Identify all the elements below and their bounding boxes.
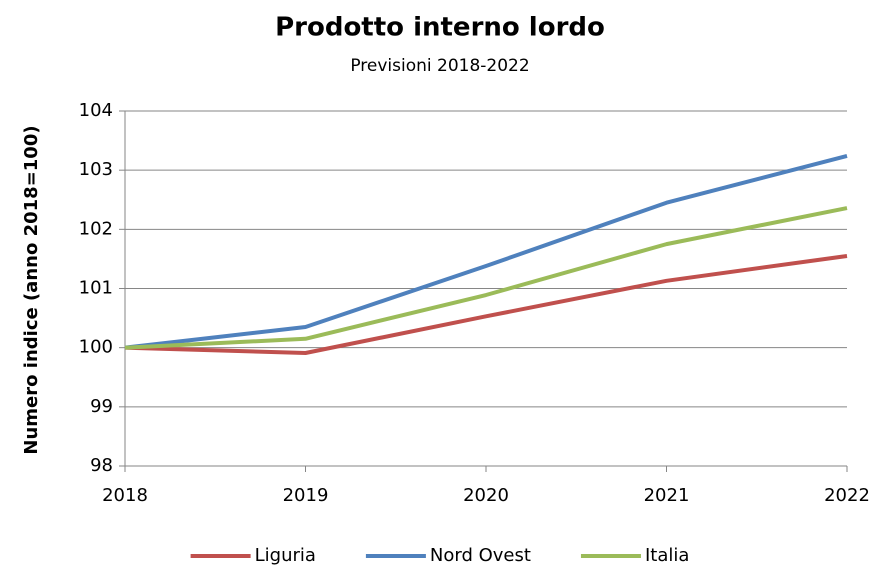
y-tick-label: 101 [79, 278, 113, 299]
x-tick-label: 2021 [644, 485, 690, 506]
y-tick-label: 102 [79, 218, 113, 239]
y-tick-label: 99 [90, 396, 113, 417]
series-line [124, 206, 848, 350]
x-tick-label: 2020 [463, 485, 509, 506]
legend-label: Italia [645, 545, 689, 566]
y-tick-label: 98 [90, 455, 113, 476]
x-tick-label: 2018 [102, 485, 148, 506]
legend-label: Nord Ovest [430, 545, 531, 566]
y-axis-label: Numero indice (anno 2018=100) [21, 125, 42, 454]
chart-title: Prodotto interno lordo [275, 13, 605, 43]
x-tick-label: 2022 [824, 485, 870, 506]
y-tick-label: 103 [79, 159, 113, 180]
series-line [124, 253, 848, 355]
y-tick-label: 104 [79, 100, 113, 121]
x-tick-label: 2019 [283, 485, 329, 506]
legend-label: Liguria [255, 545, 316, 566]
y-tick-label: 100 [79, 337, 113, 358]
chart-subtitle: Previsioni 2018-2022 [350, 56, 529, 76]
series-line [124, 154, 848, 350]
